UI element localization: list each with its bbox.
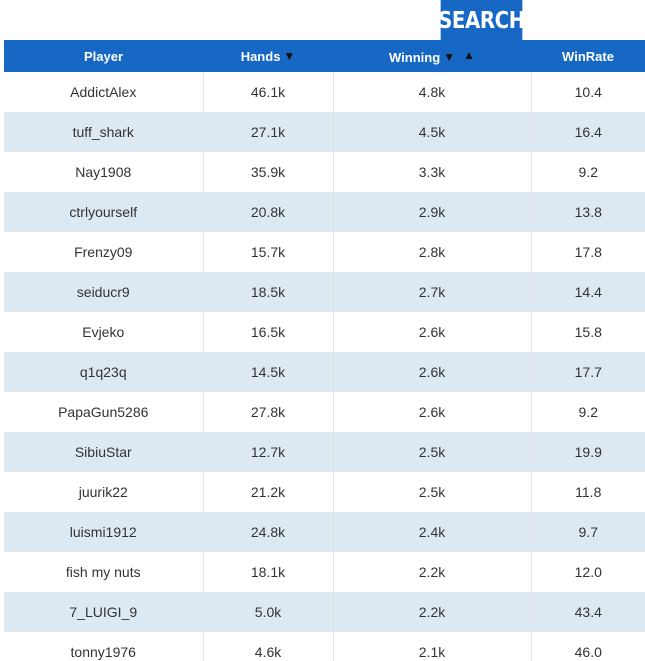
cell-hands: 15.7k <box>203 232 334 272</box>
cell-hands: 46.1k <box>203 72 334 112</box>
cell-winning: 2.8k <box>333 232 532 272</box>
table-row[interactable]: juurik22 21.2k 2.5k 11.8 <box>4 472 645 512</box>
cell-hands: 18.5k <box>203 272 334 312</box>
cell-player[interactable]: tuff_shark <box>4 112 204 152</box>
cell-winrate: 9.7 <box>531 512 645 552</box>
cell-winning: 2.9k <box>333 192 532 232</box>
cell-winrate: 19.9 <box>531 432 645 472</box>
cell-winrate: 11.8 <box>531 472 645 512</box>
cell-winning: 2.7k <box>333 272 532 312</box>
cell-winrate: 9.2 <box>531 152 645 192</box>
cell-winrate: 9.2 <box>531 392 645 432</box>
cell-hands: 18.1k <box>203 552 334 592</box>
cell-hands: 5.0k <box>203 592 334 632</box>
cell-winning: 3.3k <box>333 152 532 192</box>
cell-player[interactable]: Nay1908 <box>4 152 204 192</box>
table-row[interactable]: Frenzy09 15.7k 2.8k 17.8 <box>4 232 645 272</box>
cell-winrate: 12.0 <box>531 552 645 592</box>
table-row[interactable]: Evjeko 16.5k 2.6k 15.8 <box>4 312 645 352</box>
cell-winning: 4.5k <box>333 112 532 152</box>
cell-winning: 2.5k <box>333 472 532 512</box>
cell-hands: 21.2k <box>203 472 334 512</box>
column-label-hands: Hands <box>240 48 281 64</box>
cell-hands: 24.8k <box>203 512 334 552</box>
table-row[interactable]: ctrlyourself 20.8k 2.9k 13.8 <box>4 192 645 232</box>
cell-winrate: 17.8 <box>531 232 645 272</box>
table-body: AddictAlex 46.1k 4.8k 10.4 tuff_shark 27.1k 4.… <box>4 72 645 661</box>
table-row[interactable]: fish my nuts 18.1k 2.2k 12.0 <box>4 552 645 592</box>
table-row[interactable]: AddictAlex 46.1k 4.8k 10.4 <box>4 72 645 112</box>
cell-winning: 2.5k <box>333 432 532 472</box>
table-row[interactable]: tonny1976 4.6k 2.1k 46.0 <box>4 632 645 661</box>
cell-player[interactable]: 7_LUIGI_9 <box>4 592 204 632</box>
table-row[interactable]: luismi1912 24.8k 2.4k 9.7 <box>4 512 645 552</box>
cell-player[interactable]: SibiuStar <box>4 432 204 472</box>
cell-winning: 2.6k <box>333 352 532 392</box>
cell-player[interactable]: Frenzy09 <box>4 232 204 272</box>
cell-player[interactable]: ctrlyourself <box>4 192 204 232</box>
cell-player[interactable]: AddictAlex <box>4 72 204 112</box>
cell-winrate: 43.4 <box>531 592 645 632</box>
cell-winning: 2.2k <box>333 592 532 632</box>
table-row[interactable]: seiducr9 18.5k 2.7k 14.4 <box>4 272 645 312</box>
sort-asc-icon[interactable]: ▲ <box>463 47 475 62</box>
column-header-player[interactable]: Player <box>4 40 203 72</box>
cell-player[interactable]: luismi1912 <box>4 512 204 552</box>
cell-winrate: 13.8 <box>531 192 645 232</box>
table-row[interactable]: 7_LUIGI_9 5.0k 2.2k 43.4 <box>4 592 645 632</box>
cell-player[interactable]: seiducr9 <box>4 272 204 312</box>
cell-winning: 2.1k <box>333 632 532 661</box>
cell-hands: 16.5k <box>203 312 334 352</box>
player-ranking-table: Player Hands ▼ Winning ▼ ▲ WinRate AddictAl… <box>4 40 645 661</box>
cell-hands: 12.7k <box>203 432 334 472</box>
table-row[interactable]: Nay1908 35.9k 3.3k 9.2 <box>4 152 645 192</box>
cell-player[interactable]: PapaGun5286 <box>4 392 204 432</box>
column-header-winning[interactable]: Winning ▼ ▲ <box>333 40 531 72</box>
cell-winrate: 14.4 <box>531 272 645 312</box>
cell-winrate: 15.8 <box>531 312 645 352</box>
column-label-player: Player <box>83 48 124 64</box>
cell-winning: 4.8k <box>333 72 532 112</box>
sort-desc-icon[interactable]: ▼ <box>283 48 296 63</box>
table-row[interactable]: PapaGun5286 27.8k 2.6k 9.2 <box>4 392 645 432</box>
cell-winrate: 46.0 <box>531 632 645 661</box>
table-row[interactable]: tuff_shark 27.1k 4.5k 16.4 <box>4 112 645 152</box>
sort-desc-icon[interactable]: ▼ <box>443 49 456 64</box>
cell-winrate: 17.7 <box>531 352 645 392</box>
cell-winrate: 10.4 <box>531 72 645 112</box>
table-row[interactable]: SibiuStar 12.7k 2.5k 19.9 <box>4 432 645 472</box>
cell-player[interactable]: q1q23q <box>4 352 204 392</box>
cell-hands: 35.9k <box>203 152 334 192</box>
column-label-winrate: WinRate <box>562 48 614 64</box>
cell-winning: 2.6k <box>333 392 532 432</box>
cell-winning: 2.6k <box>333 312 532 352</box>
cell-hands: 27.8k <box>203 392 334 432</box>
table-header-row: Player Hands ▼ Winning ▼ ▲ WinRate <box>4 40 645 72</box>
cell-winning: 2.4k <box>333 512 532 552</box>
cell-player[interactable]: Evjeko <box>4 312 204 352</box>
column-label-winning: Winning <box>389 49 441 65</box>
table-row[interactable]: q1q23q 14.5k 2.6k 17.7 <box>4 352 645 392</box>
cell-hands: 14.5k <box>203 352 334 392</box>
cell-player[interactable]: fish my nuts <box>4 552 204 592</box>
cell-hands: 4.6k <box>203 632 334 661</box>
column-header-winrate[interactable]: WinRate <box>531 40 645 72</box>
cell-winrate: 16.4 <box>531 112 645 152</box>
cell-player[interactable]: tonny1976 <box>4 632 204 661</box>
column-header-hands[interactable]: Hands ▼ <box>203 40 333 72</box>
cell-player[interactable]: juurik22 <box>4 472 204 512</box>
cell-hands: 20.8k <box>203 192 334 232</box>
cell-winning: 2.2k <box>333 552 532 592</box>
search-button[interactable]: SEARCH <box>438 0 525 42</box>
cell-hands: 27.1k <box>203 112 334 152</box>
